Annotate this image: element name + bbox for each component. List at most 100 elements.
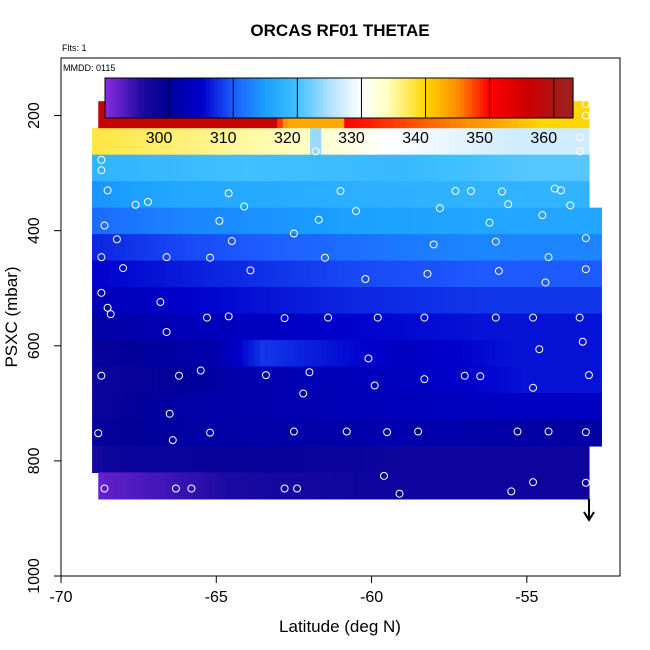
heatmap-cell [242, 419, 250, 447]
data-point [460, 371, 469, 380]
heatmap-cell [92, 207, 99, 235]
heatmap-cell [181, 260, 188, 288]
heatmap-cell [505, 366, 512, 394]
heatmap-cell [500, 313, 507, 341]
heatmap-cell [192, 392, 199, 421]
heatmap-cell [377, 181, 384, 209]
heatmap-cell [433, 313, 440, 341]
heatmap-cell [265, 207, 272, 235]
data-point [485, 218, 494, 227]
heatmap-cell [460, 260, 468, 288]
heatmap-cell [544, 419, 552, 447]
heatmap-cell [556, 392, 563, 421]
heatmap-cell [125, 128, 132, 156]
heatmap-cell [533, 340, 540, 368]
heatmap-cell [276, 154, 283, 182]
heatmap-cell [483, 472, 491, 500]
heatmap-cell [539, 234, 546, 262]
heatmap-cell [405, 340, 412, 368]
heatmap-cell [466, 234, 473, 262]
heatmap-cell [203, 340, 211, 368]
data-point [494, 266, 503, 275]
heatmap-cells [92, 101, 602, 500]
heatmap-cell [92, 154, 99, 182]
heatmap-cell [377, 207, 384, 235]
heatmap-cell [421, 181, 429, 209]
heatmap-cell [231, 181, 238, 209]
heatmap-cell [433, 287, 440, 315]
heatmap-cell [332, 260, 339, 288]
heatmap-cell [220, 392, 227, 421]
heatmap-cell [315, 154, 322, 182]
heatmap-cell [220, 287, 227, 315]
heatmap-cell [438, 392, 445, 421]
heatmap-cell [572, 154, 579, 182]
heatmap-cell [433, 128, 440, 156]
heatmap-cell [544, 340, 552, 368]
heatmap-cell [265, 154, 272, 182]
heatmap-cell [561, 260, 568, 288]
heatmap-cell [522, 445, 529, 473]
heatmap-cell [321, 313, 328, 341]
heatmap-cell [259, 207, 266, 235]
heatmap-cell [159, 340, 166, 368]
heatmap-cell [338, 366, 345, 394]
heatmap-cell [254, 392, 261, 421]
heatmap-cell [528, 260, 535, 288]
chart-title: ORCAS RF01 THETAE [250, 21, 429, 40]
y-tick-label: 400 [26, 217, 43, 244]
heatmap-cell [108, 445, 116, 473]
data-point [342, 427, 351, 436]
heatmap-cell [220, 260, 227, 288]
heatmap-cell [467, 472, 474, 500]
heatmap-cell [326, 154, 334, 182]
heatmap-cell [147, 392, 155, 421]
heatmap-cell [103, 234, 110, 262]
heatmap-cell [259, 445, 266, 473]
data-point [206, 253, 215, 262]
heatmap-cell [137, 472, 144, 500]
heatmap-cell [147, 313, 155, 341]
heatmap-cell [539, 472, 547, 500]
colorbar-segment [179, 78, 184, 118]
heatmap-cell [170, 154, 177, 182]
heatmap-cell [192, 181, 199, 209]
heatmap-cell [226, 207, 233, 235]
heatmap-cell [231, 419, 238, 447]
heatmap-cell [276, 287, 283, 315]
heatmap-cell [265, 128, 272, 156]
heatmap-cell [332, 287, 339, 315]
heatmap-cell [293, 260, 300, 288]
heatmap-cell [265, 366, 272, 394]
heatmap-cell [287, 366, 294, 394]
colorbar-segment [479, 78, 484, 118]
heatmap-cell [550, 445, 557, 473]
heatmap-cell [215, 128, 222, 156]
heatmap-cell [405, 392, 412, 421]
heatmap-cell [405, 287, 412, 315]
heatmap-cell [321, 207, 328, 235]
heatmap-cell [215, 287, 222, 315]
heatmap-cell [449, 260, 457, 288]
colorbar-segment [151, 78, 157, 118]
heatmap-cell [450, 472, 457, 500]
heatmap-cell [237, 128, 244, 156]
heatmap-cell [567, 313, 574, 341]
heatmap-cell [399, 181, 406, 209]
heatmap-cell [377, 287, 384, 315]
heatmap-cell [187, 419, 194, 447]
heatmap-cell [153, 366, 160, 394]
data-point [100, 484, 109, 493]
heatmap-cell [455, 313, 462, 341]
colorbar-segment [436, 78, 441, 118]
heatmap-cell [410, 181, 417, 209]
heatmap-cell [567, 419, 574, 447]
heatmap-cell [147, 366, 155, 394]
heatmap-cell [567, 181, 574, 209]
heatmap-cell [416, 313, 423, 341]
heatmap-cell [125, 313, 132, 341]
heatmap-cell [550, 234, 557, 262]
heatmap-cell [578, 260, 585, 288]
heatmap-cell [455, 260, 462, 288]
data-point [94, 429, 103, 438]
